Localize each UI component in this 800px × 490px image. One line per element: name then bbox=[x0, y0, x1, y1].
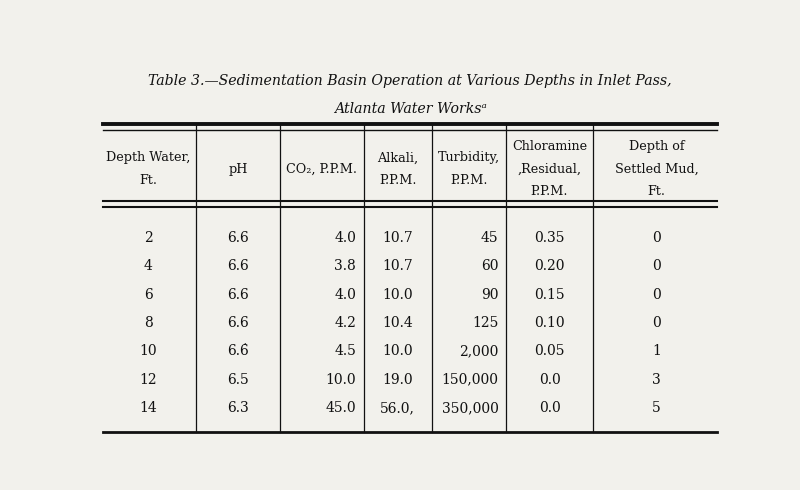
Text: 19.0: 19.0 bbox=[382, 372, 413, 387]
Text: Atlanta Water Worksᵃ: Atlanta Water Worksᵃ bbox=[334, 102, 486, 116]
Text: 0.0: 0.0 bbox=[538, 401, 560, 415]
Text: 4.5: 4.5 bbox=[334, 344, 356, 358]
Text: 150,000: 150,000 bbox=[442, 372, 498, 387]
Text: 0.05: 0.05 bbox=[534, 344, 565, 358]
Text: 60: 60 bbox=[481, 259, 498, 273]
Text: 45: 45 bbox=[481, 231, 498, 245]
Text: 3: 3 bbox=[652, 372, 661, 387]
Text: 6.5: 6.5 bbox=[227, 372, 249, 387]
Text: 6: 6 bbox=[144, 288, 153, 302]
Text: 0.10: 0.10 bbox=[534, 316, 565, 330]
Text: 3.8: 3.8 bbox=[334, 259, 356, 273]
Text: 0.35: 0.35 bbox=[534, 231, 565, 245]
Text: 0: 0 bbox=[652, 316, 661, 330]
Text: Turbidity,: Turbidity, bbox=[438, 151, 500, 164]
Text: P.P.M.: P.P.M. bbox=[379, 174, 416, 187]
Text: 14: 14 bbox=[139, 401, 157, 415]
Text: 10.0: 10.0 bbox=[326, 372, 356, 387]
Text: 12: 12 bbox=[139, 372, 157, 387]
Text: 90: 90 bbox=[481, 288, 498, 302]
Text: 8: 8 bbox=[144, 316, 153, 330]
Text: 10.7: 10.7 bbox=[382, 259, 413, 273]
Text: Ft.: Ft. bbox=[139, 174, 157, 187]
Text: 0.15: 0.15 bbox=[534, 288, 565, 302]
Text: 10.7: 10.7 bbox=[382, 231, 413, 245]
Text: 10.0: 10.0 bbox=[382, 344, 413, 358]
Text: 1: 1 bbox=[652, 344, 661, 358]
Text: Depth Water,: Depth Water, bbox=[106, 151, 190, 164]
Text: P.P.M.: P.P.M. bbox=[450, 174, 488, 187]
Text: 10.4: 10.4 bbox=[382, 316, 413, 330]
Text: 0: 0 bbox=[652, 231, 661, 245]
Text: 0: 0 bbox=[652, 288, 661, 302]
Text: P.P.M.: P.P.M. bbox=[530, 185, 568, 198]
Text: 6.6: 6.6 bbox=[227, 231, 249, 245]
Text: 6.6: 6.6 bbox=[227, 259, 249, 273]
Text: 2: 2 bbox=[144, 231, 153, 245]
Text: 5: 5 bbox=[652, 401, 661, 415]
Text: 0: 0 bbox=[652, 259, 661, 273]
Text: Chloramine: Chloramine bbox=[512, 140, 587, 153]
Text: 6.6̇: 6.6̇ bbox=[227, 344, 249, 358]
Text: 4: 4 bbox=[144, 259, 153, 273]
Text: 0.0: 0.0 bbox=[538, 372, 560, 387]
Text: Depth of: Depth of bbox=[629, 140, 684, 153]
Text: 125: 125 bbox=[472, 316, 498, 330]
Text: 4.2: 4.2 bbox=[334, 316, 356, 330]
Text: 4.0: 4.0 bbox=[334, 231, 356, 245]
Text: 4.0: 4.0 bbox=[334, 288, 356, 302]
Text: 0.20: 0.20 bbox=[534, 259, 565, 273]
Text: pH: pH bbox=[228, 163, 248, 175]
Text: 45.0: 45.0 bbox=[326, 401, 356, 415]
Text: Settled Mud,: Settled Mud, bbox=[614, 163, 698, 175]
Text: Alkali,: Alkali, bbox=[377, 151, 418, 164]
Text: Table 3.—Sedimentation Basin Operation at Various Depths in Inlet Pass,: Table 3.—Sedimentation Basin Operation a… bbox=[148, 74, 672, 88]
Text: CO₂, P.P.M.: CO₂, P.P.M. bbox=[286, 163, 357, 175]
Text: 56.0,: 56.0, bbox=[380, 401, 415, 415]
Text: 350,000: 350,000 bbox=[442, 401, 498, 415]
Text: 10: 10 bbox=[139, 344, 157, 358]
Text: ,Residual,: ,Residual, bbox=[518, 163, 582, 175]
Text: Ft.: Ft. bbox=[647, 185, 666, 198]
Text: 6.3: 6.3 bbox=[227, 401, 249, 415]
Text: 6.6: 6.6 bbox=[227, 288, 249, 302]
Text: 2,000: 2,000 bbox=[459, 344, 498, 358]
Text: 6.6: 6.6 bbox=[227, 316, 249, 330]
Text: 10.0: 10.0 bbox=[382, 288, 413, 302]
